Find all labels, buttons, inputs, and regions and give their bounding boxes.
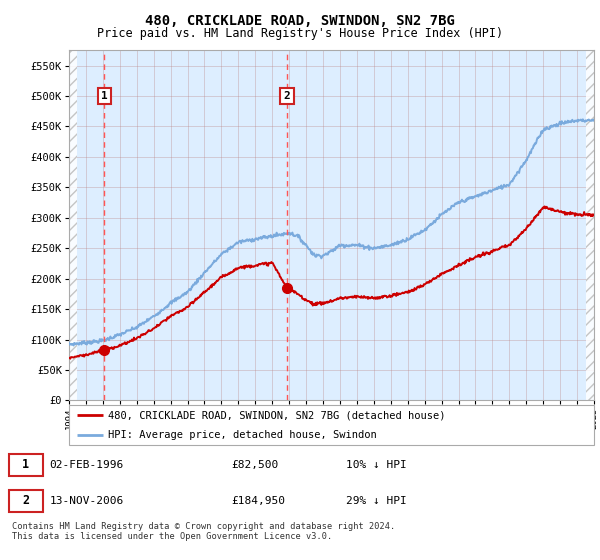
Text: 1: 1 [101, 91, 108, 101]
Text: £82,500: £82,500 [231, 460, 278, 470]
Text: 480, CRICKLADE ROAD, SWINDON, SN2 7BG (detached house): 480, CRICKLADE ROAD, SWINDON, SN2 7BG (d… [109, 410, 446, 421]
Text: 2: 2 [284, 91, 290, 101]
Text: Price paid vs. HM Land Registry's House Price Index (HPI): Price paid vs. HM Land Registry's House … [97, 27, 503, 40]
Text: 29% ↓ HPI: 29% ↓ HPI [346, 496, 407, 506]
Text: 2: 2 [22, 494, 29, 507]
FancyBboxPatch shape [9, 490, 43, 512]
FancyBboxPatch shape [69, 405, 594, 445]
Text: HPI: Average price, detached house, Swindon: HPI: Average price, detached house, Swin… [109, 430, 377, 440]
Text: 10% ↓ HPI: 10% ↓ HPI [346, 460, 407, 470]
Text: 480, CRICKLADE ROAD, SWINDON, SN2 7BG: 480, CRICKLADE ROAD, SWINDON, SN2 7BG [145, 14, 455, 28]
Text: 13-NOV-2006: 13-NOV-2006 [49, 496, 124, 506]
Text: £184,950: £184,950 [231, 496, 285, 506]
Text: 1: 1 [22, 458, 29, 471]
FancyBboxPatch shape [9, 454, 43, 475]
Text: 02-FEB-1996: 02-FEB-1996 [49, 460, 124, 470]
Bar [69, 50, 77, 400]
Text: Contains HM Land Registry data © Crown copyright and database right 2024.
This d: Contains HM Land Registry data © Crown c… [12, 522, 395, 542]
Bar [586, 50, 595, 400]
